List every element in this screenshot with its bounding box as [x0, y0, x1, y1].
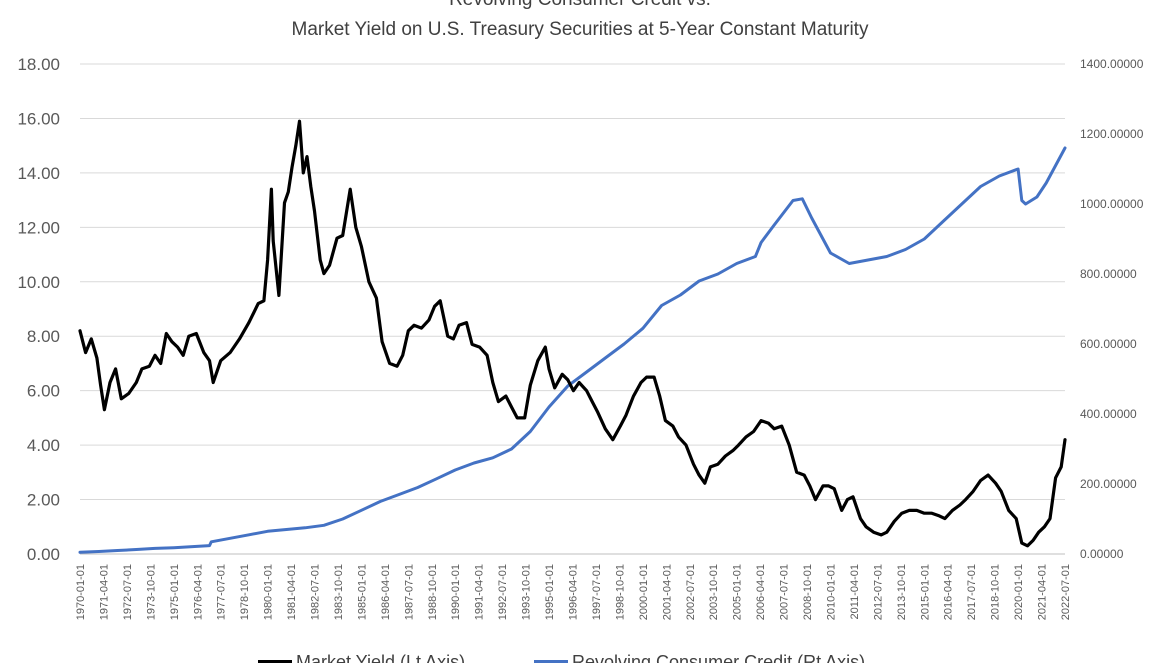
left-tick-label: 2.00 — [27, 491, 60, 510]
x-tick-label: 2017-07-01 — [966, 564, 978, 620]
left-tick-label: 0.00 — [27, 545, 60, 564]
x-tick-label: 1985-01-01 — [356, 564, 368, 620]
x-tick-label: 1986-04-01 — [380, 564, 392, 620]
x-tick-label: 1992-07-01 — [497, 564, 509, 620]
x-tick-label: 2022-07-01 — [1060, 564, 1072, 620]
left-tick-label: 18.00 — [17, 55, 60, 74]
x-tick-label: 1993-10-01 — [521, 564, 533, 620]
series-line-market-yield — [78, 119, 1067, 548]
x-tick-label: 2007-07-01 — [779, 564, 791, 620]
legend-label-revolving-credit: Revolving Consumer Credit (Rt Axis) — [572, 652, 865, 663]
left-tick-label: 6.00 — [27, 382, 60, 401]
x-tick-label: 1991-04-01 — [474, 564, 486, 620]
series-layer — [78, 119, 1067, 554]
x-tick-label: 2001-04-01 — [661, 564, 673, 620]
x-tick-label: 1988-10-01 — [427, 564, 439, 620]
x-tick-label: 2013-10-01 — [896, 564, 908, 620]
left-tick-label: 4.00 — [27, 436, 60, 455]
right-tick-label: 400.00000 — [1080, 407, 1137, 421]
x-tick-label: 2006-04-01 — [755, 564, 767, 620]
right-tick-label: 1400.00000 — [1080, 57, 1144, 71]
chart-title-line-2: Market Yield on U.S. Treasury Securities… — [292, 19, 869, 40]
x-tick-label: 2002-07-01 — [685, 564, 697, 620]
x-tick-label: 1983-10-01 — [333, 564, 345, 620]
x-tick-label: 2016-04-01 — [943, 564, 955, 620]
x-tick-label: 1972-07-01 — [122, 564, 134, 620]
x-tick-label: 2011-04-01 — [849, 564, 861, 619]
x-tick-label: 1995-01-01 — [544, 564, 556, 620]
x-tick-label: 2012-07-01 — [872, 564, 884, 620]
x-tick-label: 2008-10-01 — [802, 564, 814, 620]
x-tick-label: 1998-10-01 — [614, 564, 626, 620]
x-tick-label: 1973-10-01 — [145, 564, 157, 620]
x-tick-label: 1977-07-01 — [216, 564, 228, 620]
right-tick-label: 0.00000 — [1080, 547, 1124, 561]
left-tick-label: 16.00 — [17, 109, 60, 128]
x-tick-label: 2018-10-01 — [990, 564, 1002, 620]
x-axis-ticks: 1970-01-01 1971-04-01 1972-07-01 1973-10-01… — [75, 553, 1072, 620]
x-tick-label: 1982-07-01 — [310, 564, 322, 620]
x-tick-label: 2010-01-01 — [825, 564, 837, 620]
left-tick-label: 14.00 — [17, 164, 60, 183]
right-tick-label: 800.00000 — [1080, 267, 1137, 281]
x-tick-label: 1975-01-01 — [169, 564, 181, 620]
legend-label-market-yield: Market Yield (Lt Axis) — [296, 652, 465, 663]
left-tick-label: 8.00 — [27, 327, 60, 346]
right-tick-label: 1000.00000 — [1080, 197, 1144, 211]
x-tick-label: 2005-01-01 — [732, 564, 744, 620]
x-tick-label: 1990-01-01 — [450, 564, 462, 620]
x-tick-label: 2015-01-01 — [919, 564, 931, 620]
x-tick-label: 1987-07-01 — [403, 564, 415, 620]
series-line-revolving-credit — [78, 146, 1067, 554]
left-tick-label: 10.00 — [17, 273, 60, 292]
right-tick-label: 600.00000 — [1080, 337, 1137, 351]
x-tick-label: 1978-10-01 — [239, 564, 251, 620]
gridlines — [80, 63, 1065, 555]
x-tick-label: 2020-01-01 — [1013, 564, 1025, 620]
x-tick-label: 2003-10-01 — [708, 564, 720, 620]
x-tick-label: 2000-01-01 — [638, 564, 650, 620]
x-tick-label: 1996-04-01 — [568, 564, 580, 620]
x-tick-label: 1970-01-01 — [75, 564, 87, 620]
x-tick-label: 1997-07-01 — [591, 564, 603, 620]
right-tick-label: 1200.00000 — [1080, 127, 1144, 141]
x-tick-label: 1981-04-01 — [286, 564, 298, 620]
left-axis-ticks: 0.00 2.00 4.00 6.00 8.00 10.00 12.00 14.00 16.00… — [17, 55, 60, 564]
right-axis-ticks: 0.00000 200.00000 400.00000 600.00000 800.00… — [1080, 57, 1144, 561]
x-tick-label: 1980-01-01 — [263, 564, 275, 620]
chart-title-line-1: Revolving Consumer Credit vs. — [449, 0, 711, 10]
x-tick-label: 1976-04-01 — [192, 564, 204, 620]
x-tick-label: 1971-04-01 — [98, 564, 110, 620]
x-tick-label: 2021-04-01 — [1037, 564, 1049, 620]
right-tick-label: 200.00000 — [1080, 477, 1137, 491]
left-tick-label: 12.00 — [17, 218, 60, 237]
legend: Market Yield (Lt Axis) Revolving Consume… — [258, 652, 865, 663]
